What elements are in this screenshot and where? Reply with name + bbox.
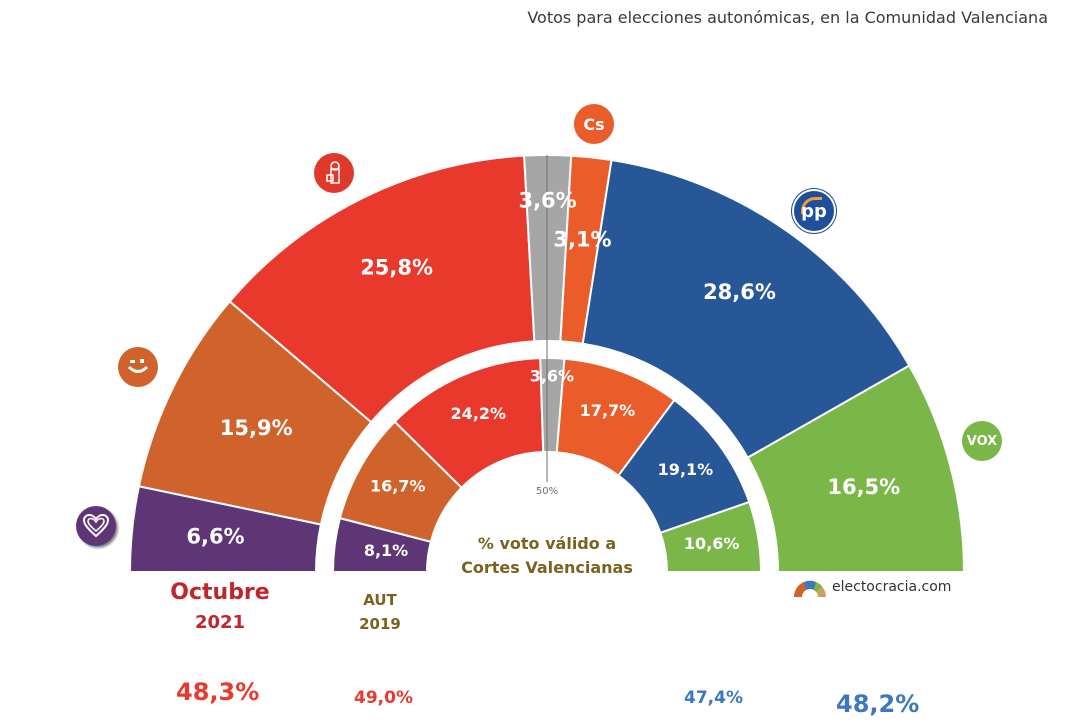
slice-label-inner: 19,1% bbox=[658, 460, 714, 479]
slice-label-outer: 28,6% bbox=[703, 280, 776, 304]
slice-label-outer: 3,6% bbox=[518, 189, 576, 213]
period-year: 2019 bbox=[359, 615, 401, 633]
slice-label-inner: 17,7% bbox=[580, 401, 636, 420]
period-label-2021: Octubre 2021 bbox=[140, 578, 300, 638]
slice-labels: 6,6% 15,9% 25,8% 3,6% 3,1% 28,6% 16,5% 8,1% 16,7… bbox=[186, 189, 900, 560]
caption-line-1: % voto válido a bbox=[477, 534, 617, 553]
slice-inner-vox bbox=[659, 500, 763, 573]
slice-label-outer: 25,8% bbox=[360, 255, 433, 279]
slice-label-outer: 3,1% bbox=[553, 228, 611, 252]
inner-ring-2019 bbox=[331, 357, 763, 573]
heart-icon bbox=[76, 506, 116, 546]
vox-icon: VOX bbox=[962, 421, 1002, 461]
period-title: AUT bbox=[363, 591, 397, 609]
fifty-percent-label: 50% bbox=[535, 486, 559, 497]
left-bloc-total-2021: 48,3% bbox=[176, 678, 260, 706]
wink-smiley-icon bbox=[118, 347, 158, 387]
period-label-2019: AUT 2019 bbox=[330, 588, 430, 636]
slice-label-inner: 8,1% bbox=[364, 541, 408, 560]
brand-name: electocracia.com bbox=[832, 579, 952, 595]
caption-line-2: Cortes Valencianas bbox=[461, 558, 633, 577]
period-title: Octubre bbox=[170, 580, 270, 605]
parliament-logo-icon bbox=[793, 580, 826, 597]
slice-outer-pspv-psoe bbox=[228, 154, 536, 424]
slice-label-outer: 16,5% bbox=[827, 475, 900, 499]
period-year: 2021 bbox=[194, 612, 246, 633]
pp-icon: pp bbox=[792, 189, 836, 233]
right-bloc-total-2021: 48,2% bbox=[836, 690, 920, 718]
pp-logo-arc bbox=[801, 197, 822, 214]
chart-title: Votos para elecciones autonómicas, en la… bbox=[527, 8, 1048, 27]
slice-label-outer: 15,9% bbox=[220, 416, 293, 440]
slice-label-inner: 10,6% bbox=[684, 534, 740, 553]
slice-label-inner: 24,2% bbox=[451, 404, 507, 423]
rose-fist-icon bbox=[314, 153, 354, 193]
left-bloc-total-2019: 49,0% bbox=[354, 688, 413, 708]
slice-label-inner: 16,7% bbox=[370, 477, 426, 496]
right-bloc-total-2019: 47,4% bbox=[684, 688, 743, 708]
slice-label-outer: 6,6% bbox=[186, 525, 244, 549]
outer-ring-2021 bbox=[128, 154, 966, 573]
slice-label-inner: 3,6% bbox=[530, 366, 574, 385]
slice-outer-vox bbox=[746, 364, 966, 573]
center-caption: % voto válido a Cortes Valencianas bbox=[440, 532, 654, 580]
cs-icon: Cs bbox=[574, 104, 614, 144]
slice-outer-pp bbox=[581, 158, 911, 460]
pp-logo-text: pp bbox=[801, 200, 827, 222]
brand: electocracia.com bbox=[792, 577, 951, 597]
